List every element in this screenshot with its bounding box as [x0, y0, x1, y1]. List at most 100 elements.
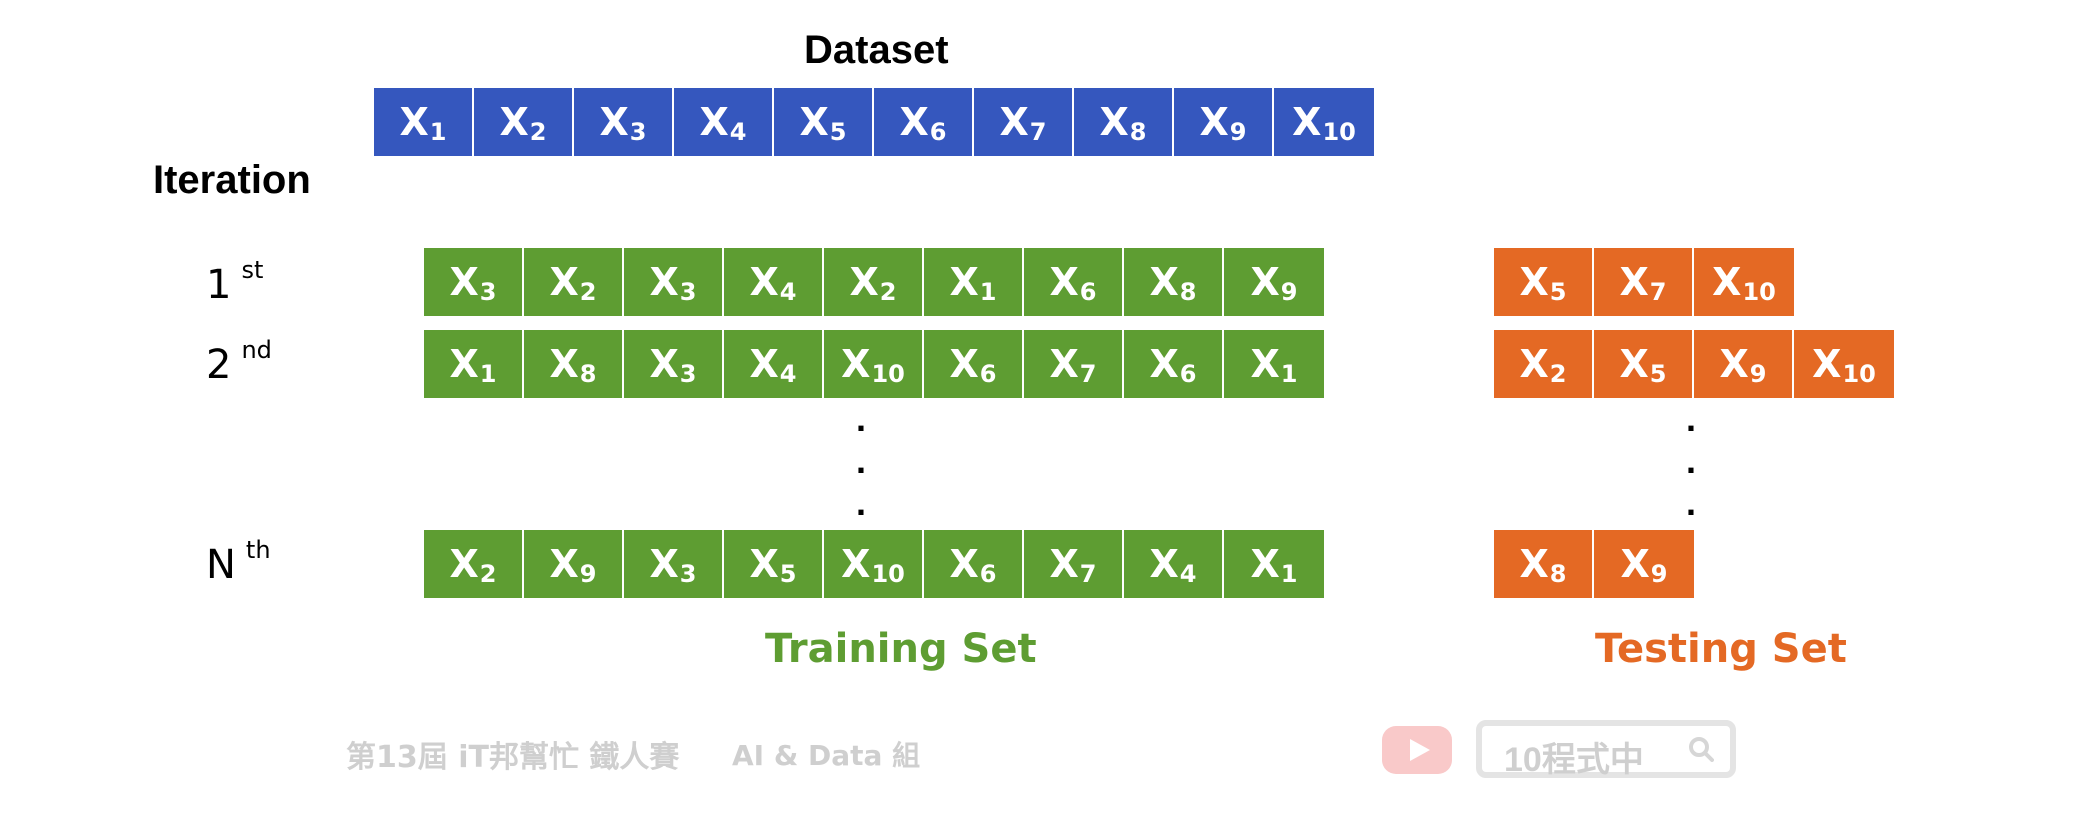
- cell-symbol: X: [549, 342, 579, 386]
- cell-index: 1: [479, 360, 497, 388]
- cell-index: 3: [679, 360, 697, 388]
- cell-symbol: X: [449, 542, 479, 586]
- training-ellipsis: . . .: [855, 398, 866, 523]
- cell-symbol: X: [649, 342, 679, 386]
- cell-symbol: X: [699, 100, 729, 144]
- cell-symbol: X: [1250, 542, 1280, 586]
- cell-symbol: X: [1712, 260, 1742, 304]
- event-watermark: 第13屆 iT邦幫忙 鐵人賽: [346, 740, 680, 775]
- training-row-2: X 1 X 8 X 3 X 4 X 10 X 6 X 7 X 6 X 1: [424, 330, 1324, 398]
- cell-symbol: X: [799, 100, 829, 144]
- cell-symbol: X: [549, 260, 579, 304]
- cell-symbol: X: [499, 100, 529, 144]
- cell-symbol: X: [649, 260, 679, 304]
- cell-symbol: X: [949, 260, 979, 304]
- cell-index: 2: [529, 118, 547, 146]
- cell-index: 6: [929, 118, 947, 146]
- cell-index: 9: [579, 560, 597, 588]
- cell-symbol: X: [1292, 100, 1322, 144]
- training-cell: X 10: [824, 330, 924, 398]
- category-watermark: AI & Data 組: [732, 739, 921, 772]
- cell-index: 6: [979, 360, 997, 388]
- cell-index: 1: [429, 118, 447, 146]
- cell-index: 3: [679, 560, 697, 588]
- cell-index: 4: [779, 360, 797, 388]
- cell-index: 10: [1322, 118, 1356, 146]
- cell-symbol: X: [841, 342, 871, 386]
- training-cell: X 10: [824, 530, 924, 598]
- cell-index: 6: [1079, 278, 1097, 306]
- cell-index: 5: [1649, 360, 1667, 388]
- cell-index: 10: [871, 560, 905, 588]
- channel-search-box: 10程式中: [1476, 720, 1736, 779]
- dataset-title: Dataset: [804, 28, 949, 72]
- cell-index: 9: [1229, 118, 1247, 146]
- dataset-row: X 1 X 2 X 3 X 4 X 5 X 6 X 7 X 8 X 9 X 10: [374, 88, 1374, 156]
- testing-cell: X 10: [1794, 330, 1894, 398]
- cell-index: 5: [1549, 278, 1567, 306]
- cell-index: 7: [1079, 560, 1097, 588]
- cell-symbol: X: [1099, 100, 1129, 144]
- cell-index: 2: [579, 278, 597, 306]
- cell-index: 8: [1549, 560, 1567, 588]
- cell-index: 2: [879, 278, 897, 306]
- cell-symbol: X: [999, 100, 1029, 144]
- cell-index: 9: [1650, 560, 1668, 588]
- cell-symbol: X: [749, 342, 779, 386]
- cell-index: 1: [1280, 560, 1298, 588]
- search-icon: [1689, 737, 1714, 762]
- cell-symbol: X: [1049, 342, 1079, 386]
- cell-index: 10: [871, 360, 905, 388]
- cell-symbol: X: [1250, 342, 1280, 386]
- channel-name: 10程式中: [1504, 741, 1644, 779]
- cell-symbol: X: [1619, 342, 1649, 386]
- testing-row-2: X 2 X 5 X 9 X 10: [1494, 330, 1894, 398]
- cell-symbol: X: [1519, 342, 1549, 386]
- cell-index: 3: [479, 278, 497, 306]
- cell-index: 5: [829, 118, 847, 146]
- cell-symbol: X: [749, 542, 779, 586]
- youtube-icon: [1382, 726, 1452, 774]
- cell-symbol: X: [849, 260, 879, 304]
- cell-index: 1: [979, 278, 997, 306]
- cell-index: 7: [1079, 360, 1097, 388]
- cell-index: 9: [1749, 360, 1767, 388]
- cell-symbol: X: [1620, 542, 1650, 586]
- testing-row-1: X 5 X 7 X 10: [1494, 248, 1794, 316]
- cell-symbol: X: [1149, 260, 1179, 304]
